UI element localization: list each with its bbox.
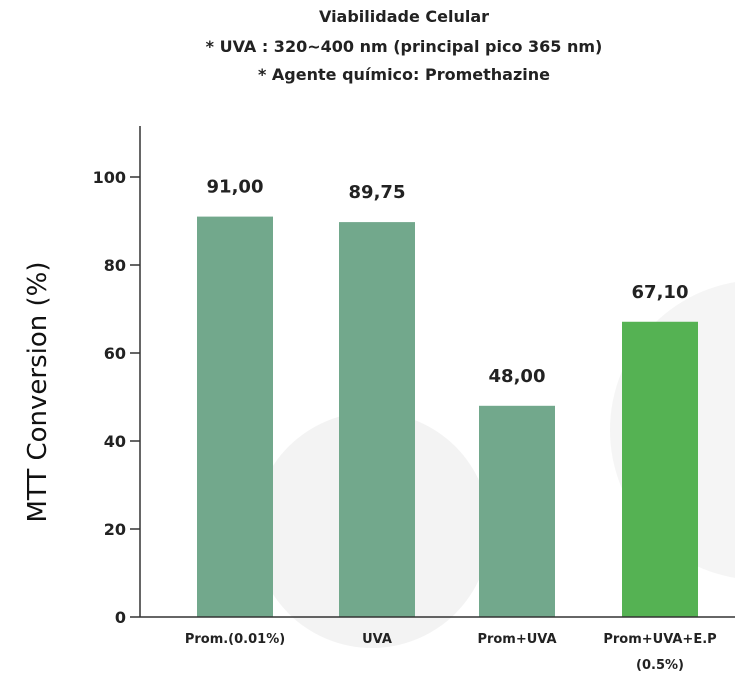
value-labels: 91,00 89,75 48,00 67,10: [207, 177, 689, 387]
category-label: UVA: [362, 632, 392, 647]
bar-value-label: 89,75: [349, 182, 406, 203]
bar-value-label: 48,00: [489, 366, 546, 387]
subtitle-line-uva: * UVA : 320~400 nm (principal pico 365 n…: [206, 37, 603, 56]
category-label: Prom.(0.01%): [185, 632, 285, 647]
category-label: (0.5%): [636, 658, 684, 673]
bar: [339, 222, 415, 617]
bar: [622, 321, 698, 617]
y-tick-label: 20: [104, 520, 126, 539]
y-tick-label: 60: [104, 344, 126, 363]
subtitle-line-agent: * Agente químico: Promethazine: [258, 65, 550, 84]
bar-value-label: 67,10: [632, 282, 689, 303]
y-tick-label: 80: [104, 256, 126, 275]
bar: [197, 216, 273, 617]
title-line: Viabilidade Celular: [319, 7, 489, 26]
y-tick-label: 100: [93, 168, 126, 187]
y-tick-label: 0: [115, 608, 126, 627]
chart-title: Viabilidade Celular * UVA : 320~400 nm (…: [206, 7, 603, 84]
category-label: Prom+UVA: [477, 632, 556, 647]
bar: [479, 405, 555, 617]
bars: [197, 216, 698, 617]
category-labels: Prom.(0.01%) UVA Prom+UVA Prom+UVA+E.P (0.5%…: [185, 632, 717, 673]
bar-value-label: 91,00: [207, 177, 264, 198]
y-axis-title: MTT Conversion (%): [23, 261, 53, 522]
category-label: Prom+UVA+E.P: [603, 632, 716, 647]
y-axis-ticks: 0 20 40 60 80 100: [93, 168, 140, 627]
y-tick-label: 40: [104, 432, 126, 451]
